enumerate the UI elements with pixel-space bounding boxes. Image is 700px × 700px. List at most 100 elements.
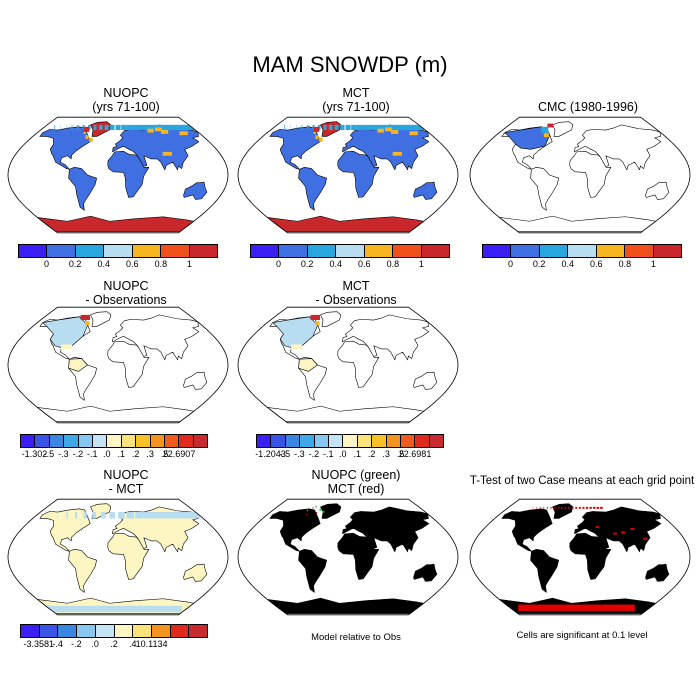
colorbar-swatch	[357, 435, 373, 447]
continent-outline	[499, 215, 657, 232]
colorbar-swatch	[653, 245, 681, 257]
colorbar-swatch	[64, 435, 79, 447]
colorbar-swatch	[279, 245, 308, 257]
continent-outline	[269, 508, 321, 552]
data-patch	[313, 126, 320, 132]
colorbar-tick-label: .5	[396, 449, 405, 459]
colorbar-swatch	[75, 245, 105, 257]
colorbar-tick-label: -.1	[87, 449, 98, 459]
data-patch	[165, 124, 175, 131]
data-patch	[539, 506, 541, 509]
colorbar-tick-label: -.3	[294, 449, 305, 459]
data-patch	[315, 135, 319, 140]
data-patch	[54, 124, 56, 131]
continent-outline	[298, 548, 327, 593]
continent-outline	[68, 548, 97, 593]
data-patch	[176, 124, 187, 131]
continent-outline	[107, 150, 150, 198]
continent-outline	[267, 215, 425, 232]
map-frame	[7, 498, 229, 616]
data-patch	[83, 126, 90, 132]
data-patch	[155, 127, 162, 132]
data-patch	[557, 506, 559, 509]
continent-outline	[267, 405, 425, 422]
data-patch	[400, 124, 411, 131]
continent-outline	[37, 215, 195, 232]
data-patch	[115, 124, 121, 131]
colorbar-swatch	[372, 435, 387, 447]
data-patch	[161, 130, 169, 134]
colorbar-swatch	[179, 435, 194, 447]
continent-outline	[183, 371, 208, 390]
colorbar-swatch	[58, 625, 78, 637]
continent-outline	[504, 126, 551, 150]
data-patch	[392, 151, 402, 156]
data-patch	[385, 127, 392, 132]
colorbar-tick-label: 0.2	[532, 259, 546, 269]
map-nuopc-obs	[7, 306, 229, 424]
continent-outline	[413, 181, 438, 200]
colorbar-tick-label: .2	[367, 449, 376, 459]
data-patch	[630, 528, 635, 531]
data-patch	[161, 512, 172, 519]
data-patch	[550, 506, 552, 509]
colorbar-swatch	[92, 435, 108, 447]
colorbar-tick-label: .2	[131, 449, 140, 459]
colorbar-swatch	[271, 435, 286, 447]
colorbar-swatch	[300, 435, 315, 447]
colorbar-swatch	[596, 245, 626, 257]
colorbar-swatch	[393, 245, 422, 257]
map-ttest	[469, 498, 691, 616]
data-patch	[306, 509, 308, 512]
colorbar-swatch	[251, 245, 280, 257]
colorbar-swatch	[132, 245, 162, 257]
data-patch	[315, 505, 317, 508]
continent-outline	[42, 316, 89, 348]
data-patch	[104, 124, 109, 131]
map-mct	[237, 116, 459, 234]
data-patch	[373, 124, 381, 131]
continent-outline	[183, 181, 208, 200]
map-green-red	[237, 498, 459, 616]
data-patch	[592, 506, 596, 509]
data-patch	[564, 506, 567, 509]
continent-outline	[272, 316, 319, 348]
map-frame	[237, 116, 459, 234]
panel-nuopc-mct-title: NUOPC - MCT	[6, 468, 246, 496]
data-patch	[575, 506, 578, 509]
colorbar-tick-label: 0.6	[358, 259, 371, 269]
panel-cmc-title: CMC (1980-1996)	[468, 100, 700, 114]
colorbar-tick-label: -.2	[71, 639, 82, 649]
continent-outline	[298, 358, 318, 372]
data-patch	[315, 321, 320, 326]
continent-outline	[413, 563, 438, 582]
data-patch	[319, 508, 322, 511]
colorbar-swatch	[133, 625, 152, 637]
colorbar-swatch	[21, 435, 36, 447]
colorbar-tick-label: .1	[353, 449, 361, 459]
data-patch	[66, 512, 68, 519]
panel-title-line1: T-Test of two Case means at each grid po…	[469, 475, 695, 487]
panel-nuopc-title: NUOPC (yrs 71-100)	[6, 86, 246, 114]
colorbar-tick-label: .1	[117, 449, 125, 459]
colorbar-tick-label: .4	[129, 639, 137, 649]
colorbar-tick-label: 0.4	[329, 259, 342, 269]
panel-title-line2: - Observations	[85, 293, 167, 307]
data-patch	[77, 124, 79, 131]
data-patch	[93, 124, 97, 131]
continent-outline	[37, 405, 195, 422]
data-patch	[600, 506, 603, 509]
map-cmc	[469, 116, 691, 234]
data-patch	[148, 124, 157, 131]
colorbar-swatch	[95, 625, 115, 637]
colorbar-swatch	[21, 625, 40, 637]
colorbar-tick-label: 22.6907	[162, 449, 196, 459]
panel-title-line2: - Observations	[315, 293, 397, 307]
note-significance: Cells are significant at 0.1 level	[516, 630, 648, 641]
data-patch	[100, 512, 106, 519]
colorbar-tick-label: 22.6981	[398, 449, 432, 459]
map-mct-obs	[237, 306, 459, 424]
colorbar-swatch	[47, 245, 76, 257]
panel-title-line1: MCT	[342, 86, 370, 100]
data-patch	[323, 124, 327, 131]
